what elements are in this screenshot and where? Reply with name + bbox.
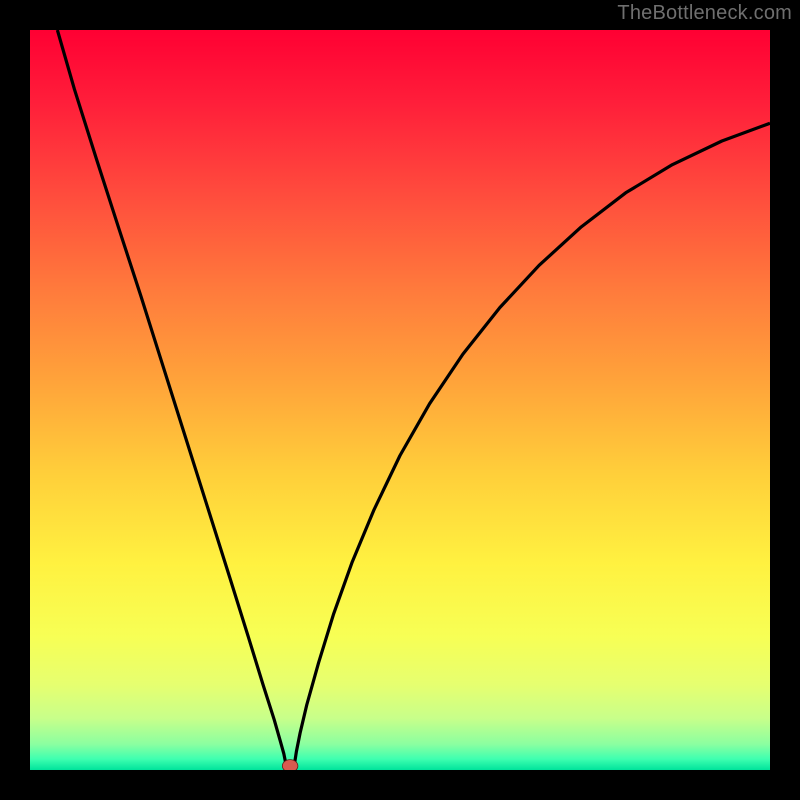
optimum-marker — [282, 760, 298, 770]
frame-border-right — [770, 0, 800, 800]
plot-area — [30, 30, 770, 770]
bottleneck-curve — [57, 30, 770, 768]
chart-frame: TheBottleneck.com — [0, 0, 800, 800]
frame-border-bottom — [0, 770, 800, 800]
curve-layer — [30, 30, 770, 770]
watermark-text: TheBottleneck.com — [617, 2, 792, 25]
frame-border-left — [0, 0, 30, 800]
